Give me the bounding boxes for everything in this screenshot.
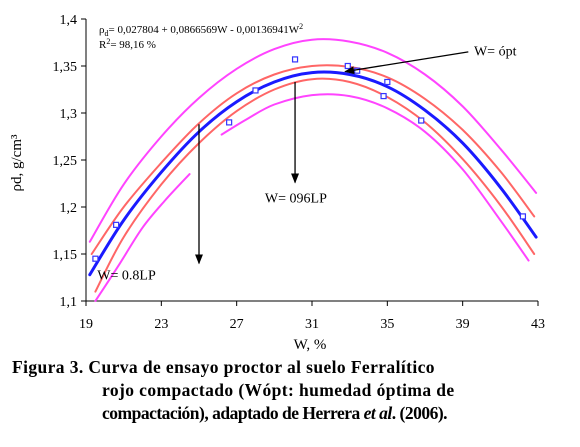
caption-line-1: Figura 3. Curva de ensayo proctor al sue…: [12, 357, 435, 377]
x-tick-label: 43: [531, 317, 545, 332]
data-point: [418, 117, 425, 124]
r-squared-label: R2= 98,16 %: [99, 37, 156, 51]
data-point: [226, 119, 233, 126]
outer-band-upper-line: [88, 38, 538, 243]
x-axis-title: W, %: [294, 337, 327, 353]
annotation-arrow: [344, 51, 469, 75]
data-point: [113, 221, 120, 228]
figure-caption: Figura 3. Curva de ensayo proctor al sue…: [0, 356, 580, 425]
data-point: [380, 92, 387, 100]
x-tick-label: 19: [79, 317, 93, 332]
y-tick-label: 1,35: [53, 60, 78, 75]
fitted-curve: [88, 70, 538, 277]
equation-label: ρd= 0,027804 + 0,0866569W - 0,00136941W2: [99, 22, 303, 38]
y-tick-label: 1,3: [60, 107, 78, 122]
x-tick-label: 39: [456, 317, 470, 332]
caption-et-al: et al: [363, 403, 393, 423]
data-point: [291, 56, 299, 63]
y-axis-title: ρd, g/cm³: [9, 134, 25, 191]
x-tick-label: 23: [154, 317, 168, 332]
x-tick-label: 27: [230, 317, 244, 332]
y-tick-label: 1,1: [60, 295, 78, 310]
data-point: [344, 62, 351, 70]
y-tick-label: 1,4: [60, 13, 78, 28]
inner-band-upper-line: [90, 64, 536, 255]
annotation-label: W= 096LP: [265, 191, 327, 206]
plot-area: 19 23 27 31 35 39 43 1,1 1,15 1,2 1,25 1,3 1,35 1,4 W=…: [53, 13, 546, 332]
y-tick-label: 1,25: [53, 154, 78, 169]
annotation-label: W= 0.8LP: [97, 268, 156, 283]
data-point: [384, 78, 391, 86]
outer-band-lower-line: [94, 173, 191, 302]
outer-band-lower-line: [220, 93, 530, 262]
caption-line-3-text: compactación), adaptado de Herrera: [102, 403, 364, 423]
y-tick-label: 1,2: [60, 201, 78, 216]
data-point: [92, 255, 99, 262]
data-point: [252, 87, 259, 94]
proctor-chart: 19 23 27 31 35 39 43 1,1 1,15 1,2 1,25 1,3 1,35 1,4 W=…: [9, 13, 546, 353]
x-tick-label: 35: [380, 317, 394, 332]
caption-line-2: rojo compactado (Wópt: humedad óptima de: [102, 380, 455, 400]
annotation-label: W= ópt: [474, 45, 517, 60]
data-point: [519, 213, 527, 220]
caption-line-3-end: . (2006).: [391, 403, 448, 423]
inner-band-lower-line: [94, 77, 536, 293]
y-tick-label: 1,15: [53, 248, 78, 263]
caption-line-3: compactación), adaptado de Herrera et al…: [0, 402, 580, 425]
x-tick-label: 31: [305, 317, 319, 332]
